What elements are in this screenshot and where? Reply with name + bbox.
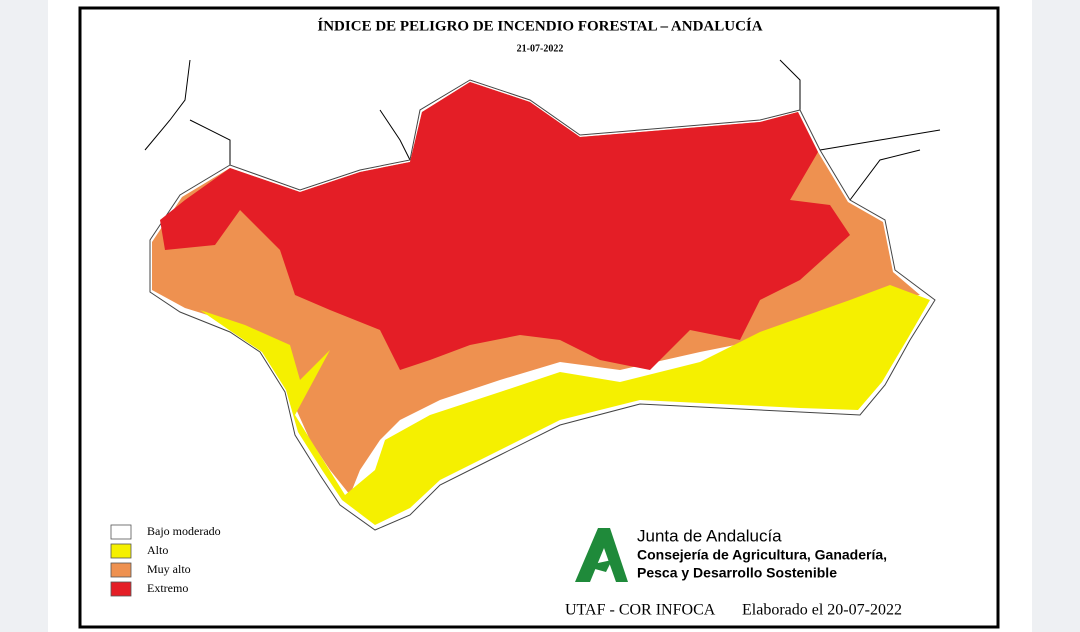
legend-label: Muy alto	[147, 562, 191, 576]
legend-swatch	[110, 524, 132, 540]
legend: Bajo moderado Alto Muy alto Extremo	[110, 524, 221, 597]
legend-swatch	[110, 562, 132, 578]
map-date: 21-07-2022	[517, 43, 564, 54]
logo-mark-bar	[584, 560, 612, 572]
logo: Junta de Andalucía Consejería de Agricul…	[575, 526, 887, 582]
andalucia-map	[149, 79, 936, 531]
legend-swatch	[110, 543, 132, 559]
logo-name: Junta de Andalucía	[637, 526, 782, 545]
legend-label: Alto	[147, 543, 168, 557]
footer-source: UTAF - COR INFOCA	[565, 602, 716, 619]
legend-label: Extremo	[147, 581, 188, 595]
legend-label: Bajo moderado	[147, 524, 221, 538]
logo-line: Pesca y Desarrollo Sostenible	[637, 565, 837, 581]
legend-swatch	[110, 581, 132, 597]
map-title: ÍNDICE DE PELIGRO DE INCENDIO FORESTAL –…	[317, 17, 762, 34]
logo-line: Consejería de Agricultura, Ganadería,	[637, 547, 887, 563]
footer-made: Elaborado el 20-07-2022	[742, 602, 902, 619]
neighbour-borders	[144, 59, 941, 201]
logo-mark	[575, 528, 628, 582]
